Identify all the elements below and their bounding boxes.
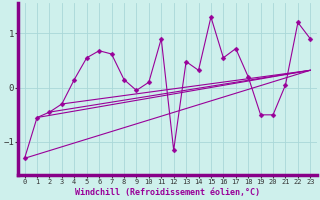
X-axis label: Windchill (Refroidissement éolien,°C): Windchill (Refroidissement éolien,°C) xyxy=(75,188,260,197)
